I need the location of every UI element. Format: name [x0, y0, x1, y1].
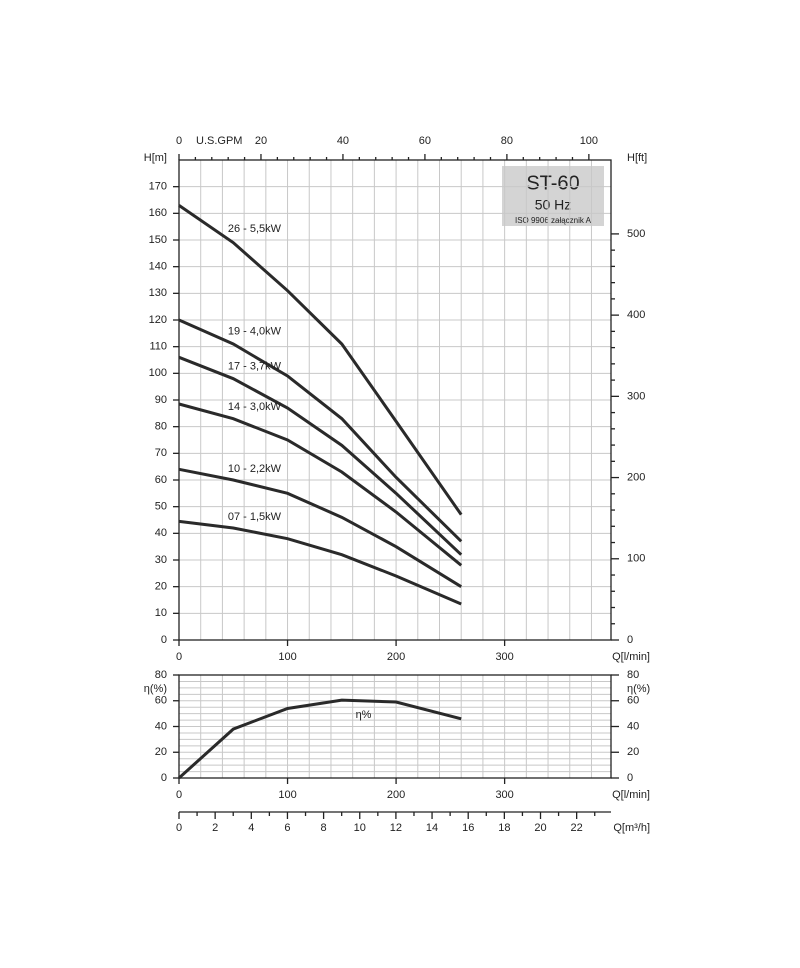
x2-tick-label: 40: [337, 135, 349, 147]
y-tick-label: 120: [149, 314, 167, 326]
y-tick-label: 90: [155, 394, 167, 406]
y-tick-label: 20: [155, 746, 167, 758]
curve: [178, 318, 463, 543]
x-tick-label: 16: [462, 822, 474, 834]
series-label: 19 - 4,0kW: [228, 326, 282, 338]
curve: [177, 698, 462, 780]
x-tick-label: 100: [278, 789, 296, 801]
x-tick-label: 22: [571, 822, 583, 834]
chart-title: ST-60: [526, 172, 579, 194]
x2-axis-label: U.S.GPM: [196, 135, 242, 147]
y2-tick-label: 300: [627, 390, 645, 402]
x2-tick-label: 0: [176, 135, 182, 147]
y2-tick-label: 0: [627, 772, 633, 784]
y-tick-label: 50: [155, 501, 167, 513]
y-tick-label: 80: [155, 421, 167, 433]
x2-tick-label: 20: [255, 135, 267, 147]
y-tick-label: 40: [155, 720, 167, 732]
series-label: η%: [356, 709, 372, 721]
curve: [178, 204, 463, 516]
x-tick-label: 300: [495, 651, 513, 663]
series-label: 07 - 1,5kW: [228, 511, 282, 523]
x-tick-label: 100: [278, 651, 296, 663]
curve: [178, 467, 462, 588]
y-tick-label: 30: [155, 554, 167, 566]
curve: [178, 402, 463, 567]
x-axis-label: Q[l/min]: [612, 651, 650, 663]
title-box: [502, 166, 604, 226]
curve: [178, 355, 463, 556]
y-tick-label: 150: [149, 234, 167, 246]
chart-subtitle: 50 Hz: [535, 197, 572, 213]
x-tick-label: 6: [284, 822, 290, 834]
x-tick-label: 300: [495, 789, 513, 801]
y-tick-label: 160: [149, 207, 167, 219]
series-label: 14 - 3,0kW: [228, 401, 282, 413]
y2-tick-label: 200: [627, 471, 645, 483]
x2-tick-label: 100: [580, 135, 598, 147]
x-tick-label: 18: [498, 822, 510, 834]
x-tick-label: 12: [390, 822, 402, 834]
y2-tick-label: 100: [627, 553, 645, 565]
y-tick-label: 20: [155, 581, 167, 593]
x-tick-label: 200: [387, 789, 405, 801]
y-tick-label: 70: [155, 447, 167, 459]
x-tick-label: 20: [534, 822, 546, 834]
x-tick-label: 200: [387, 651, 405, 663]
y-tick-label: 130: [149, 287, 167, 299]
x-tick-label: 14: [426, 822, 438, 834]
y2-tick-label: 500: [627, 228, 645, 240]
curve: [178, 519, 462, 606]
y-tick-label: 10: [155, 607, 167, 619]
y-tick-label: 60: [155, 474, 167, 486]
x-tick-label: 2: [212, 822, 218, 834]
y2-tick-label: 0: [627, 634, 633, 646]
y2-tick-label: 60: [627, 695, 639, 707]
series-label: 26 - 5,5kW: [228, 223, 282, 235]
chart-note: ISO 9906 załącznik A: [515, 216, 592, 225]
y-tick-label: 140: [149, 261, 167, 273]
series-label: 17 - 3,7kW: [228, 360, 282, 372]
x-axis-label: Q[l/min]: [612, 789, 650, 801]
y-tick-label: 110: [149, 341, 167, 353]
y-tick-label: 0: [161, 634, 167, 646]
x-tick-label: 0: [176, 651, 182, 663]
y2-tick-label: 40: [627, 720, 639, 732]
y2-tick-label: 80: [627, 669, 639, 681]
y2-axis-label: H[ft]: [627, 152, 647, 164]
y-tick-label: 100: [149, 367, 167, 379]
y-axis-label: H[m]: [144, 152, 167, 164]
x-axis-label: Q[m³/h]: [613, 822, 650, 834]
y2-tick-label: 400: [627, 309, 645, 321]
y-tick-label: 60: [155, 695, 167, 707]
y-axis-label: η(%): [144, 683, 167, 695]
x2-tick-label: 60: [419, 135, 431, 147]
y2-tick-label: 20: [627, 746, 639, 758]
y-tick-label: 170: [149, 181, 167, 193]
series-label: 10 - 2,2kW: [228, 463, 282, 475]
x-tick-label: 0: [176, 822, 182, 834]
x-tick-label: 0: [176, 789, 182, 801]
y-tick-label: 0: [161, 772, 167, 784]
y-tick-label: 40: [155, 527, 167, 539]
y-tick-label: 80: [155, 669, 167, 681]
x2-tick-label: 80: [501, 135, 513, 147]
x-tick-label: 4: [248, 822, 254, 834]
y2-axis-label: η(%): [627, 683, 650, 695]
x-tick-label: 10: [354, 822, 366, 834]
x-tick-label: 8: [321, 822, 327, 834]
